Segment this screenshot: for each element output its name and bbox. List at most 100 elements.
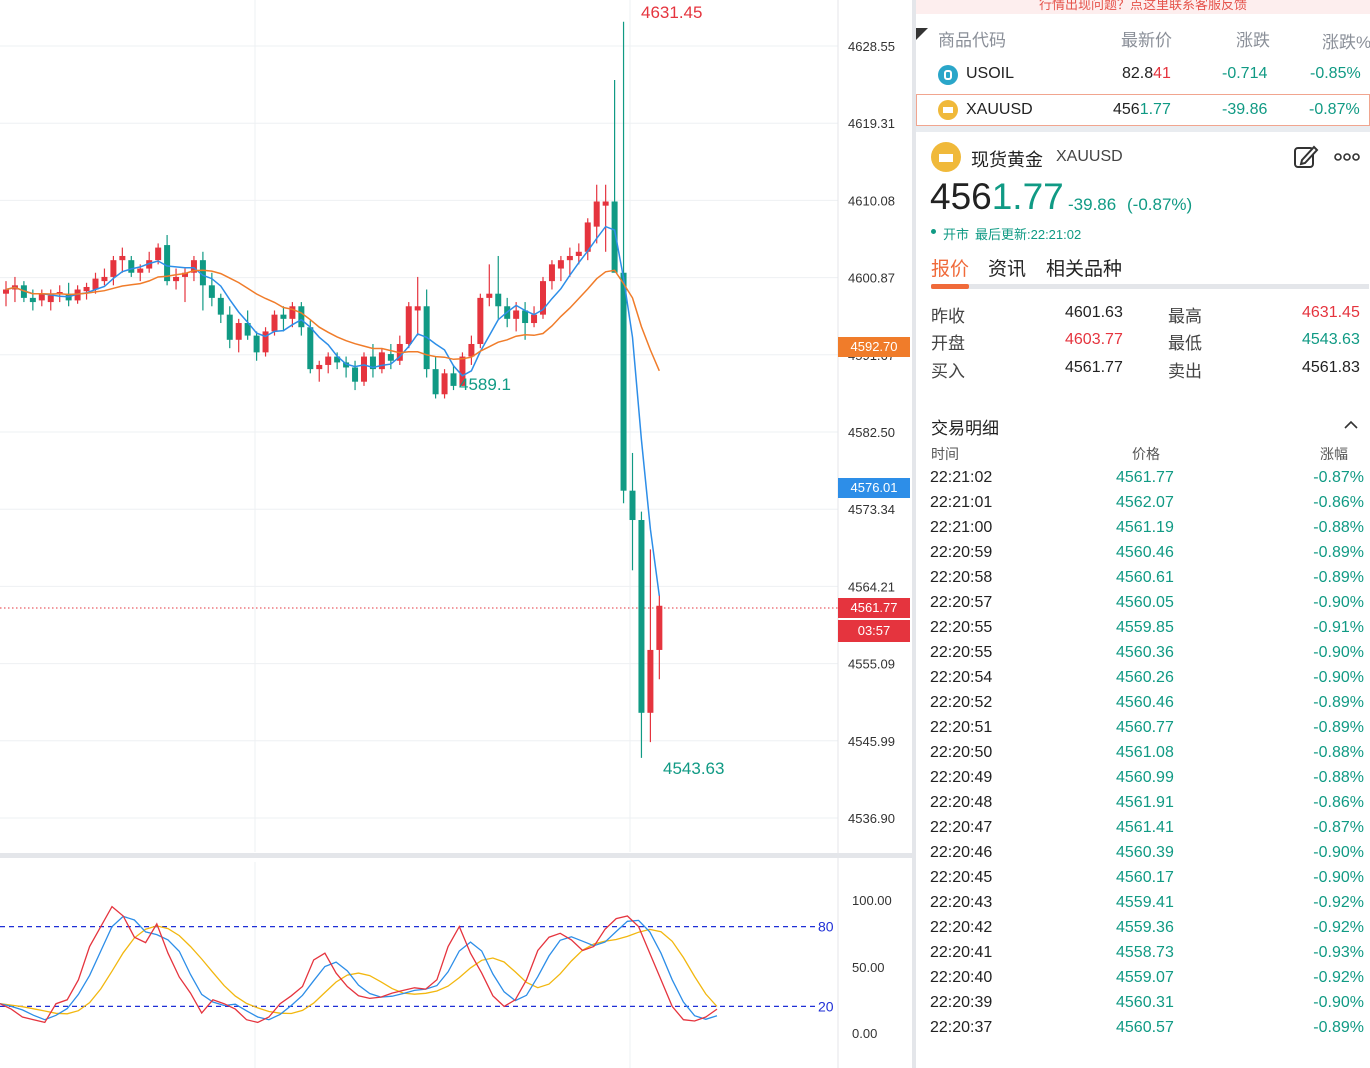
candle-up [119,255,126,261]
gold-bar-icon [931,142,961,172]
prev-close-value: 4601.63 [1065,304,1123,321]
candle-up [182,272,188,277]
trade-row: 22:20:41 4558.73 -0.93% [930,944,1364,969]
bar-countdown-tag: 03:57 [838,620,910,642]
trade-price: 4560.17 [1116,869,1174,886]
trades-title: 交易明细 [931,419,999,438]
open-label: 开盘 [931,334,965,353]
candle-up [486,293,493,298]
candle-up [92,278,99,290]
oil-drop-icon [938,65,958,85]
trade-time: 22:21:01 [930,494,993,511]
last-update: 最后更新:22:21:02 [975,227,1082,242]
candle-up [602,201,609,206]
trade-time: 22:20:47 [930,819,993,836]
candle-down [387,354,394,361]
candle-down [29,297,36,303]
more-icon[interactable] [1334,152,1360,162]
trade-time: 22:20:40 [930,969,993,986]
trade-row: 22:20:51 4560.77 -0.89% [930,719,1364,744]
candle-up [647,649,654,713]
tab-active-indicator [931,284,969,289]
right-panel: 行情出现问题？点这里联系客服反馈 商品代码 最新价 涨跌 涨跌% USOIL 8… [916,0,1370,1068]
col-time: 时间 [931,446,959,462]
candle-down [495,293,502,307]
col-last[interactable]: 最新价 [1121,31,1172,50]
trade-time: 22:21:02 [930,469,993,486]
watchlist-header: 商品代码 最新价 涨跌 涨跌% [916,14,1370,56]
candlestick-chart[interactable]: 4628.554619.314610.084600.874591.674582.… [0,0,912,1068]
symbol: XAUUSD [966,101,1033,118]
candle-up [289,306,296,319]
col-change-pct[interactable]: 涨跌% [1322,33,1370,52]
candle-down [352,367,359,382]
market-open-dot-icon [931,229,936,234]
trade-price: 4561.19 [1116,519,1174,536]
trade-change: -0.86% [1313,494,1364,511]
price-axis-label: 4573.34 [848,502,895,517]
candle-down [298,306,305,328]
trade-row: 22:20:58 4560.61 -0.89% [930,569,1364,594]
candle-up [101,276,108,282]
oscillator-k-line [0,905,718,1024]
candle-down [217,297,224,315]
price-axis-label: 4555.09 [848,657,895,672]
candle-up [593,201,600,227]
col-code[interactable]: 商品代码 [938,31,1006,50]
chart-canvas[interactable]: 4628.554619.314610.084600.874591.674582.… [0,0,912,1068]
col-change[interactable]: 涨跌 [1236,31,1270,50]
candle-down [638,520,645,713]
trade-time: 22:20:52 [930,694,993,711]
ma-slow-line [5,269,660,372]
edit-icon[interactable] [1293,144,1319,170]
price-axis-label: 4619.31 [848,116,895,131]
trade-change: -0.89% [1313,1019,1364,1036]
trade-price: 4560.61 [1116,569,1174,586]
instrument-name: 现货黄金 [971,150,1043,170]
panel-divider[interactable] [912,0,916,1068]
oscillator-d-line [0,915,718,1021]
tab-quote[interactable]: 报价 [931,259,970,280]
candle-up [173,276,180,282]
candle-down [343,362,350,368]
watchlist-row-xauusd[interactable]: XAUUSD 4561.77 -39.86 -0.87% [916,94,1370,126]
candle-up [3,289,9,294]
trade-row: 22:20:50 4561.08 -0.88% [930,744,1364,769]
candle-up [190,260,197,273]
collapse-chevron-icon[interactable] [1344,420,1358,429]
candle-down [334,356,341,363]
candle-down [253,335,260,353]
trade-price: 4559.07 [1116,969,1174,986]
candle-up [540,281,546,315]
trade-price: 4560.46 [1116,694,1174,711]
trade-price: 4560.39 [1116,844,1174,861]
ask-value: 4561.83 [1302,359,1360,376]
high-value: 4631.45 [1302,304,1360,321]
candle-down [450,373,457,386]
trade-row: 22:21:02 4561.77 -0.87% [930,469,1364,494]
last-price: 4561.77 [1113,101,1171,118]
trade-row: 22:20:52 4560.46 -0.89% [930,694,1364,719]
trade-row: 22:20:57 4560.05 -0.90% [930,594,1364,619]
trade-row: 22:21:01 4562.07 -0.86% [930,494,1364,519]
low-label: 最低 [1168,334,1202,353]
trade-row: 22:20:40 4559.07 -0.92% [930,969,1364,994]
trade-change: -0.87% [1313,819,1364,836]
tab-related[interactable]: 相关品种 [1046,259,1123,280]
candle-down [226,314,233,340]
price-axis-label: 4564.21 [848,579,895,594]
swing-low-annotation: 4589.1 [459,375,511,394]
tab-news[interactable]: 资讯 [988,259,1027,280]
trade-row: 22:20:37 4560.57 -0.89% [930,1019,1364,1044]
flag-icon [916,28,928,40]
trade-price: 4561.77 [1116,469,1174,486]
feedback-notice[interactable]: 行情出现问题？点这里联系客服反馈 [916,0,1370,14]
watchlist-row-usoil[interactable]: USOIL 82.841 -0.714 -0.85% [916,56,1370,94]
oscillator-axis-label: 50.00 [852,960,885,975]
trade-change: -0.93% [1313,944,1364,961]
candle-up [513,310,520,319]
candle-up [56,292,63,294]
trade-change: -0.90% [1313,644,1364,661]
trade-change: -0.91% [1313,619,1364,636]
col-change: 涨幅 [1320,446,1348,462]
